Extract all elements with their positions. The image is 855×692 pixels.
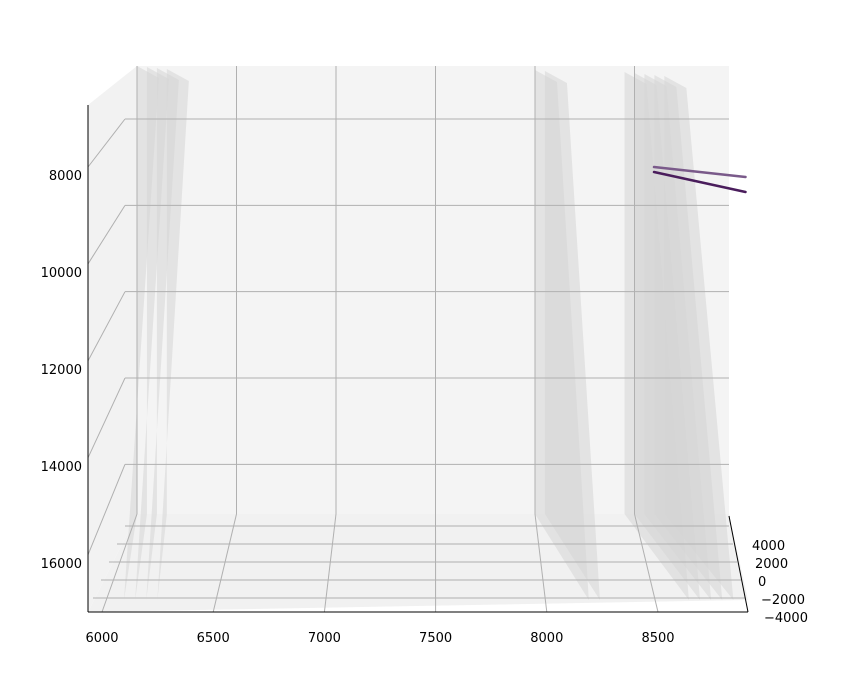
z-tick-label: 8000 (49, 169, 82, 184)
z-tick-label: 14000 (41, 460, 82, 475)
slab-3 (157, 69, 189, 600)
z-side-gridline-2 (87, 291, 126, 362)
x-floor-gridline-1 (212, 513, 237, 613)
x-tick-label: 6500 (197, 631, 230, 646)
x-floor-gridline-0 (101, 513, 138, 613)
z-tick-label: 12000 (41, 363, 82, 378)
grid-lines (87, 66, 745, 613)
z-tick-label: 16000 (41, 557, 82, 572)
z-side-gridline-4 (87, 464, 126, 555)
series-line-0 (652, 170, 747, 194)
y-tick-label: 2000 (755, 557, 788, 572)
x-tick-label: 8000 (530, 631, 563, 646)
y-tick-label: −4000 (764, 611, 808, 626)
z-side-gridline-3 (87, 377, 126, 459)
tick-labels: 8000 10000 12000 14000 16000 6000 6500 7000 7500… (41, 169, 808, 646)
x-tick-label: 7000 (308, 631, 341, 646)
x-floor-gridline-5 (634, 513, 659, 613)
data-series (652, 165, 747, 194)
z-side-gridline-1 (87, 205, 126, 265)
slab-10 (664, 76, 734, 600)
x-floor-gridline-4 (534, 513, 548, 613)
side-pane (88, 66, 137, 612)
x-tick-label: 7500 (419, 631, 452, 646)
y-tick-label: 4000 (752, 539, 785, 554)
axis-lines (87, 105, 749, 613)
z-tick-label: 10000 (41, 266, 82, 281)
x-floor-gridline-2 (323, 513, 337, 613)
z-side-gridline-0 (87, 118, 126, 168)
y-axis-line (728, 515, 749, 613)
slab-5 (544, 71, 600, 600)
series-line-1 (652, 165, 747, 179)
slab-planes (124, 66, 734, 600)
y-tick-label: −2000 (761, 593, 805, 608)
x-tick-label: 8500 (641, 631, 674, 646)
x-tick-label: 6000 (85, 631, 118, 646)
y-tick-label: 0 (758, 575, 766, 590)
